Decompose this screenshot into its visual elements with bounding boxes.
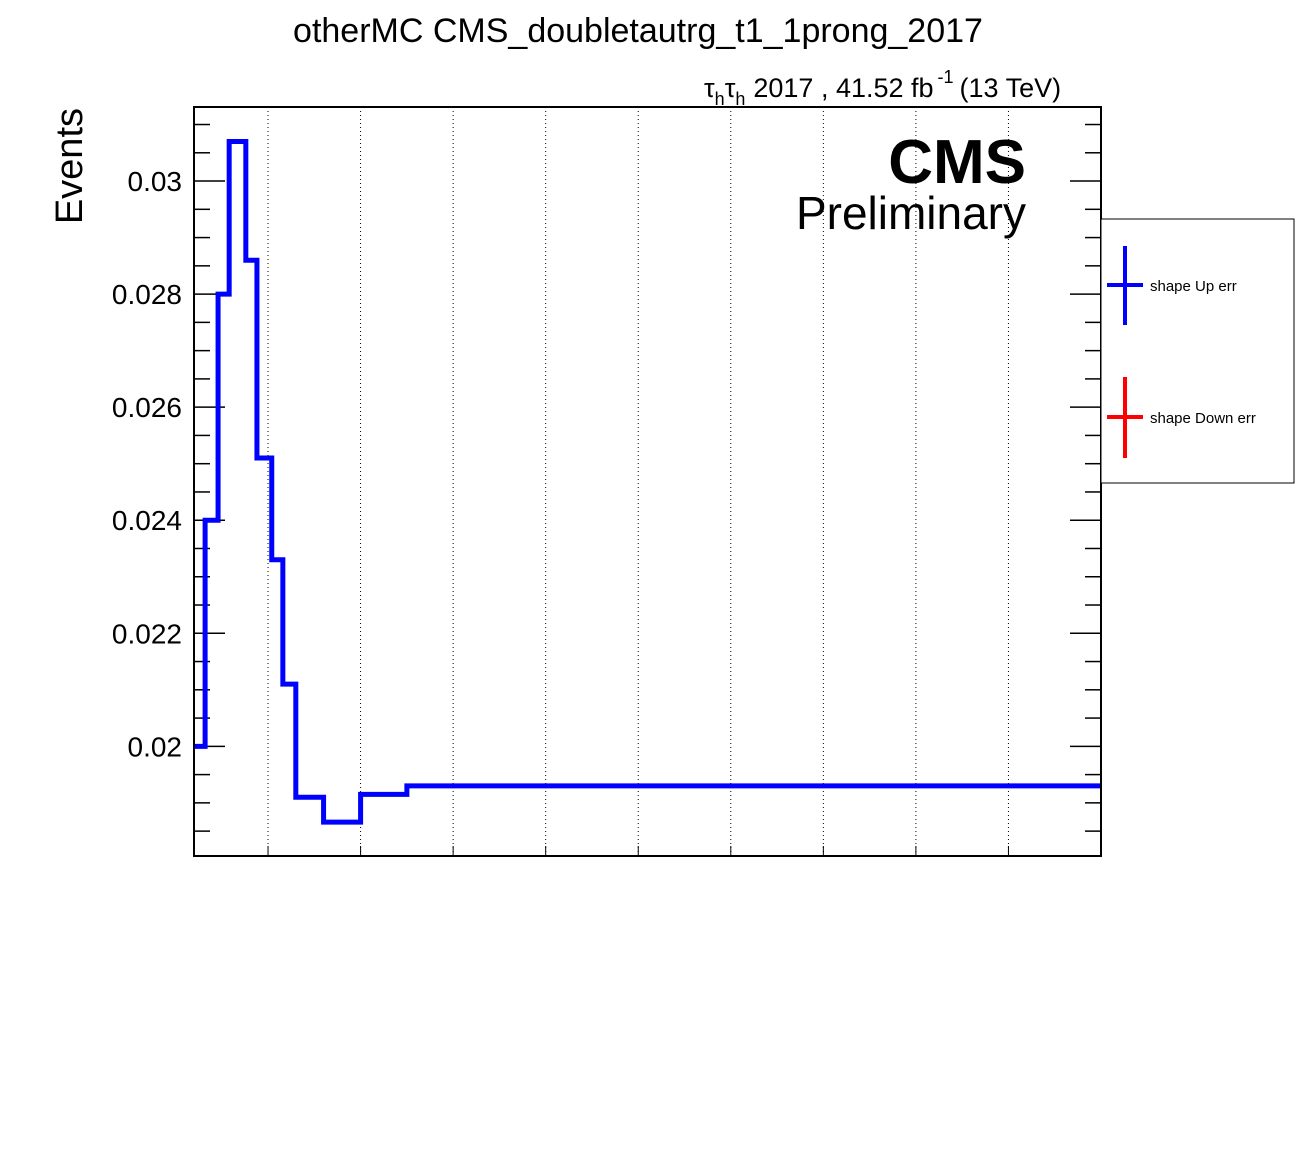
lumi-label: τhτh 2017 , 41.52 fb -1 (13 TeV) [704, 67, 1061, 109]
x-gridlines [267, 107, 1009, 856]
preliminary-label: Preliminary [796, 187, 1026, 239]
y-tick-label: 0.028 [112, 279, 182, 310]
series-layer [194, 138, 1101, 825]
y-tick-label: 0.022 [112, 618, 182, 649]
lumi-energy: (13 TeV) [960, 73, 1062, 103]
legend-up-label: shape Up err [1150, 278, 1237, 295]
tau-symbol-2: τ [725, 73, 736, 103]
y-tick-labels: 0.02 0.022 0.024 0.026 0.028 0.03 [112, 166, 182, 762]
tau-sub-2: h [735, 89, 745, 109]
legend-entry-down: shape Down err [1107, 377, 1256, 458]
cms-label: CMS [888, 128, 1026, 197]
y-axis-label: Events [49, 108, 91, 224]
y-tick-label: 0.026 [112, 392, 182, 423]
lumi-exponent: -1 [938, 67, 954, 87]
tau-sub-1: h [715, 89, 725, 109]
y-tick-label: 0.03 [128, 166, 183, 197]
y-tick-label: 0.02 [128, 731, 183, 762]
lumi-text: 2017 , 41.52 fb [753, 73, 933, 103]
legend: shape Up err shape Down err [1100, 218, 1295, 484]
y-tick-label: 0.024 [112, 505, 182, 536]
series-line-0 [194, 138, 1101, 825]
legend-down-label: shape Down err [1150, 410, 1256, 427]
chart-title: otherMC CMS_doubletautrg_t1_1prong_2017 [293, 12, 983, 50]
legend-box [1100, 218, 1295, 484]
legend-entry-up: shape Up err [1107, 246, 1237, 325]
tau-symbol-1: τ [704, 73, 715, 103]
